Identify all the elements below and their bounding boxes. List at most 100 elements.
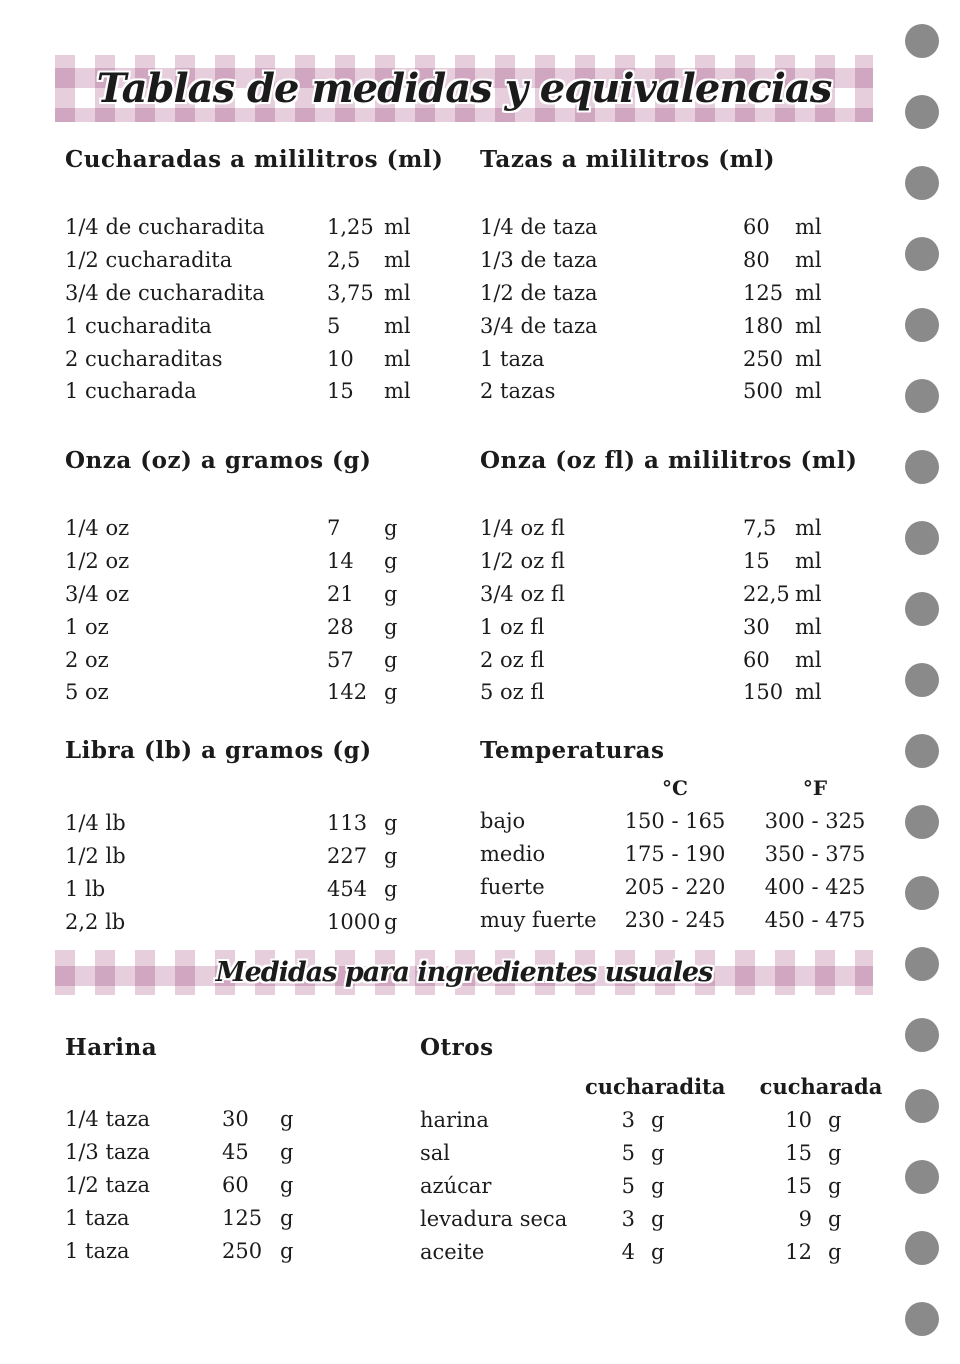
- table-row: 3/4 oz fl 22,5 ml: [480, 578, 857, 611]
- row-unit: g: [651, 1239, 665, 1264]
- celsius-range: 230 - 245: [624, 907, 726, 932]
- row-unit: ml: [384, 379, 411, 404]
- row-label: 1/2 cucharadita: [65, 248, 233, 273]
- temp-col-fahrenheit: °F: [802, 775, 828, 800]
- row-unit: ml: [795, 680, 822, 705]
- table-row: 1/4 oz 7 g: [65, 512, 424, 545]
- cucharada-value: 12: [785, 1239, 812, 1264]
- fahrenheit-range: 400 - 425: [764, 874, 866, 899]
- binder-dot: [905, 1089, 939, 1123]
- cucharadita-value: 5: [621, 1173, 635, 1198]
- row-unit: ml: [384, 215, 411, 240]
- row-label: bajo: [480, 808, 526, 833]
- row-label: muy fuerte: [480, 907, 597, 932]
- table-title: Harina: [65, 1034, 158, 1061]
- row-value: 80: [743, 248, 770, 273]
- row-unit: g: [384, 680, 398, 705]
- row-label: 1/4 oz fl: [480, 516, 565, 541]
- table-row: 1 oz fl 30 ml: [480, 610, 857, 643]
- table-title: Onza (oz fl) a mililitros (ml): [480, 447, 858, 474]
- celsius-range: 205 - 220: [624, 874, 726, 899]
- row-label: 3/4 de cucharadita: [65, 280, 265, 305]
- row-unit: g: [651, 1173, 665, 1198]
- table-row: 1 taza 125 g: [65, 1201, 310, 1234]
- row-value: 2,5: [327, 248, 361, 273]
- table-onzas-mililitros: Onza (oz fl) a mililitros (ml) 1/4 oz fl…: [480, 448, 857, 709]
- binder-dot: [905, 450, 939, 484]
- table-row: 2 oz fl 60 ml: [480, 643, 857, 676]
- row-label: azúcar: [420, 1173, 492, 1198]
- temp-col-celsius: °C: [662, 775, 688, 800]
- table-rows: 1/4 lb 113 g 1/2 lb 227 g 1 lb 454 g 2,2 lb 100…: [65, 807, 424, 938]
- celsius-range: 150 - 165: [624, 808, 726, 833]
- row-unit: ml: [795, 549, 822, 574]
- binder-dot: [905, 1231, 939, 1265]
- page-title: Tablas de medidas y equivalencias: [96, 65, 833, 112]
- row-unit: ml: [795, 581, 822, 606]
- row-unit: g: [828, 1206, 842, 1231]
- table-title: Otros: [420, 1034, 494, 1061]
- table-row: 3/4 de taza 180 ml: [480, 309, 835, 342]
- binder-dot: [905, 734, 939, 768]
- table-row: 2,2 lb 1000 g: [65, 905, 424, 938]
- section-banner: Medidas para ingredientes usuales: [55, 950, 873, 995]
- table-row: aceite 4 g 12 g: [420, 1235, 885, 1268]
- row-label: 1/2 oz: [65, 549, 130, 574]
- table-rows: 1/4 taza 30 g 1/3 taza 45 g 1/2 taza 60 g 1 ta…: [65, 1103, 310, 1267]
- row-label: 1 taza: [480, 346, 545, 371]
- row-unit: g: [384, 876, 398, 901]
- row-label: 2 tazas: [480, 379, 556, 404]
- table-row: 1/2 oz 14 g: [65, 545, 424, 578]
- row-value: 113: [327, 811, 368, 836]
- row-label: 2 cucharaditas: [65, 346, 223, 371]
- table-row: 5 oz fl 150 ml: [480, 676, 857, 709]
- row-label: 3/4 oz fl: [480, 581, 565, 606]
- row-unit: ml: [795, 313, 822, 338]
- row-unit: g: [280, 1238, 294, 1263]
- table-title: Temperaturas: [480, 737, 665, 764]
- table-row: bajo 150 - 165 300 - 325: [480, 804, 885, 837]
- row-unit: ml: [795, 614, 822, 639]
- row-label: 1 taza: [65, 1205, 130, 1230]
- fahrenheit-range: 450 - 475: [764, 907, 866, 932]
- row-label: 1/4 lb: [65, 811, 126, 836]
- row-value: 3,75: [327, 280, 374, 305]
- table-header-row: cucharadita cucharada: [420, 1070, 885, 1103]
- row-unit: g: [384, 516, 398, 541]
- table-harina: Harina 1/4 taza 30 g 1/3 taza 45 g 1/2 taza 6…: [65, 1035, 310, 1267]
- table-header-row: °C °F: [480, 771, 885, 804]
- table-rows: 1/4 oz fl 7,5 ml 1/2 oz fl 15 ml 3/4 oz fl 22…: [480, 512, 857, 709]
- table-row: 1/4 lb 113 g: [65, 807, 424, 840]
- title-banner: Tablas de medidas y equivalencias: [55, 55, 873, 122]
- binder-dot: [905, 237, 939, 271]
- row-unit: ml: [384, 313, 411, 338]
- row-value: 500: [743, 379, 784, 404]
- row-label: 1/3 de taza: [480, 248, 598, 273]
- table-rows: 1/4 de taza 60 ml 1/3 de taza 80 ml 1/2 de t…: [480, 211, 835, 408]
- table-row: 1 lb 454 g: [65, 873, 424, 906]
- row-unit: g: [384, 909, 398, 934]
- cucharadita-value: 4: [621, 1239, 635, 1264]
- row-label: levadura seca: [420, 1206, 568, 1231]
- table-row: 1/2 oz fl 15 ml: [480, 545, 857, 578]
- row-label: sal: [420, 1140, 451, 1165]
- table-rows: harina 3 g 10 g sal 5 g 15 g azúcar 5 g 15 g levadur…: [420, 1103, 885, 1268]
- cucharada-value: 9: [798, 1206, 812, 1231]
- table-row: 1 cucharada 15 ml: [65, 375, 443, 408]
- table-row: 1/4 de cucharadita 1,25 ml: [65, 211, 443, 244]
- table-row: 1/2 lb 227 g: [65, 840, 424, 873]
- table-row: 1/2 de taza 125 ml: [480, 277, 835, 310]
- binder-dot: [905, 592, 939, 626]
- table-row: 1 cucharadita 5 ml: [65, 309, 443, 342]
- row-value: 227: [327, 844, 368, 869]
- row-value: 28: [327, 614, 354, 639]
- row-unit: g: [828, 1173, 842, 1198]
- row-value: 7,5: [743, 516, 777, 541]
- cucharada-value: 15: [785, 1173, 812, 1198]
- row-value: 1000: [327, 909, 381, 934]
- row-unit: g: [384, 614, 398, 639]
- row-unit: ml: [384, 346, 411, 371]
- row-unit: ml: [795, 248, 822, 273]
- table-libras: Libra (lb) a gramos (g) 1/4 lb 113 g 1/2 l…: [65, 738, 424, 938]
- table-row: sal 5 g 15 g: [420, 1136, 885, 1169]
